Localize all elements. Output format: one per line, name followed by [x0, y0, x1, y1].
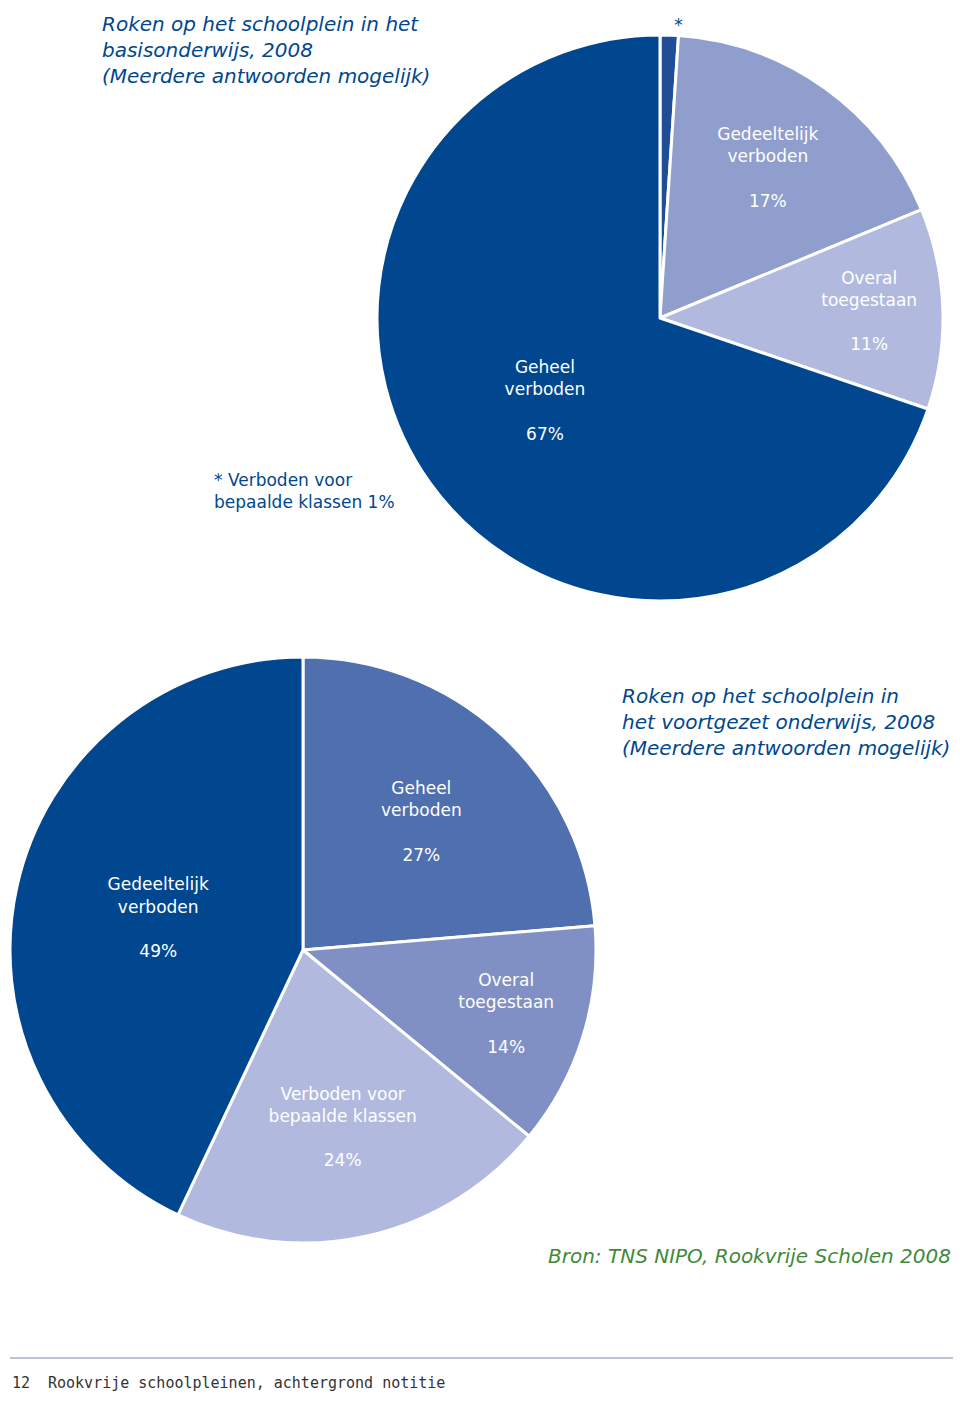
svg-text:Verboden voorbepaalde klassen: Verboden voorbepaalde klassen 24% — [269, 1084, 417, 1170]
svg-text:Gedeeltelijkverboden 49%: Gedeeltelijkverboden 49% — [108, 874, 209, 960]
svg-text:Geheelverboden 67%: Geheelverboden 67% — [505, 357, 586, 443]
svg-text:12: 12 — [12, 1374, 30, 1392]
svg-text:Bron: TNS NIPO, Rookvrije Scho: Bron: TNS NIPO, Rookvrije Scholen 2008 — [548, 1244, 951, 1268]
svg-text:*: * — [674, 15, 683, 35]
svg-text:Roken op het schoolplein inhet: Roken op het schoolplein inhet voortgeze… — [622, 684, 950, 760]
svg-text:* Verboden voorbepaalde klasse: * Verboden voorbepaalde klassen 1% — [214, 470, 395, 512]
svg-text:Geheelverboden 27%: Geheelverboden 27% — [381, 778, 462, 864]
svg-text:Rookvrije schoolpleinen, achte: Rookvrije schoolpleinen, achtergrond not… — [48, 1374, 445, 1392]
svg-text:Gedeeltelijkverboden 17%: Gedeeltelijkverboden 17% — [717, 124, 818, 210]
svg-text:Overaltoegestaan 11%: Overaltoegestaan 11% — [821, 268, 917, 354]
svg-text:Roken op het schoolplein in he: Roken op het schoolplein in hetbasisonde… — [102, 12, 430, 88]
svg-text:Overaltoegestaan 14%: Overaltoegestaan 14% — [458, 970, 554, 1056]
